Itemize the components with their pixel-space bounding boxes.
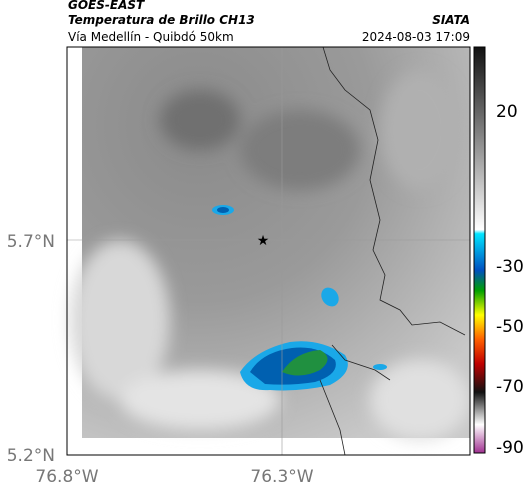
colorbar-tick-label: -70 <box>496 377 524 397</box>
satellite-image: ★ <box>66 46 471 456</box>
route: Vía Medellín - Quibdó 50km <box>68 30 234 44</box>
colorbar-tick-label: -50 <box>496 317 524 337</box>
agency: SIATA <box>432 13 470 27</box>
lon-tick-label: 76.3°W <box>250 467 313 487</box>
colorbar: 20 -30 -50 -70 -90 <box>473 46 524 458</box>
colorbar-tick-label: 20 <box>496 102 518 122</box>
lat-tick-label: 5.2°N <box>7 446 55 466</box>
svg-text:★: ★ <box>257 233 270 249</box>
colorbar-tick-label: -90 <box>496 438 524 458</box>
satellite: GOES-EAST <box>68 0 145 12</box>
colorbar-tick-label: -30 <box>496 257 524 277</box>
lat-tick-label: 5.7°N <box>7 232 55 252</box>
lon-tick-label: 76.8°W <box>35 467 98 487</box>
product: Temperatura de Brillo CH13 <box>68 13 255 27</box>
timestamp: 2024-08-03 17:09 <box>362 30 470 44</box>
